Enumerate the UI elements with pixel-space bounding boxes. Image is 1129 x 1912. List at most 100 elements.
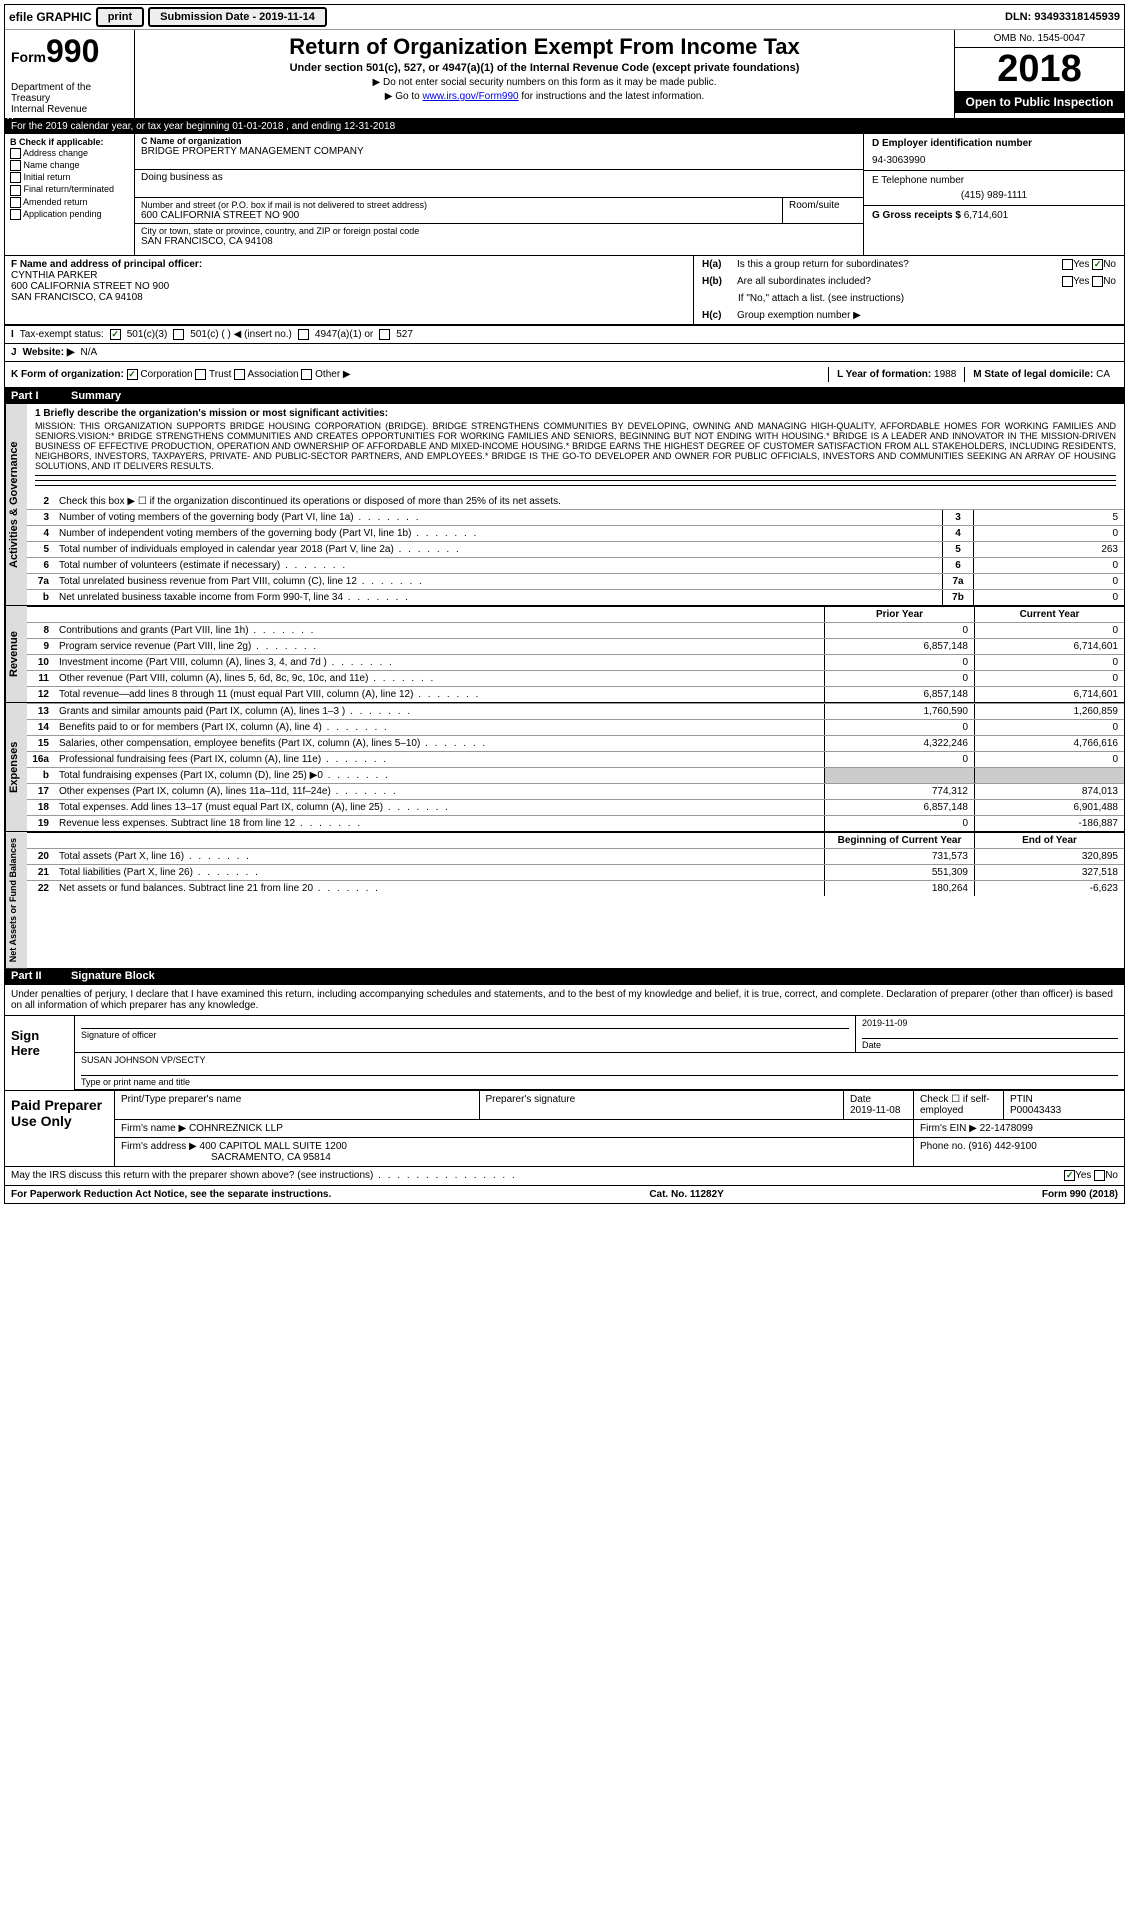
may-irs-row: May the IRS discuss this return with the… xyxy=(5,1166,1124,1184)
m-val: CA xyxy=(1096,369,1110,380)
firm-ein-label: Firm's EIN ▶ xyxy=(920,1123,977,1134)
firm-addr1: 400 CAPITOL MALL SUITE 1200 xyxy=(200,1141,347,1152)
line-5: 5Total number of individuals employed in… xyxy=(27,541,1124,557)
prep-date-label: Date xyxy=(850,1094,871,1105)
may-no-lab: No xyxy=(1105,1171,1118,1182)
form-ref: Form 990 (2018) xyxy=(1042,1189,1118,1200)
chk-501c[interactable] xyxy=(173,329,184,340)
form-subtitle: Under section 501(c), 527, or 4947(a)(1)… xyxy=(139,62,950,74)
chk-amended[interactable] xyxy=(10,197,21,208)
m-label: M State of legal domicile: xyxy=(973,369,1093,380)
ein-label: D Employer identification number xyxy=(872,138,1116,149)
chk-other[interactable] xyxy=(301,369,312,380)
efile-label: efile GRAPHIC xyxy=(9,10,92,24)
hb-no-lab: No xyxy=(1103,276,1116,287)
sign-here-label: Sign Here xyxy=(5,1016,75,1090)
row-j: J Website: ▶ N/A xyxy=(5,343,1124,362)
sig-date: 2019-11-09 xyxy=(862,1018,1118,1028)
hb-text: Are all subordinates included? xyxy=(737,276,1016,287)
ha-no[interactable] xyxy=(1092,259,1103,270)
footer-row: For Paperwork Reduction Act Notice, see … xyxy=(5,1185,1124,1203)
line-10: 10Investment income (Part VIII, column (… xyxy=(27,654,1124,670)
chk-initial[interactable] xyxy=(10,172,21,183)
expenses-section: Expenses 13Grants and similar amounts pa… xyxy=(5,702,1124,831)
chk-name[interactable] xyxy=(10,160,21,171)
l-val: 1988 xyxy=(934,369,956,380)
self-emp-label: Check ☐ if self-employed xyxy=(914,1091,1004,1119)
opt-4947: 4947(a)(1) or xyxy=(315,329,373,340)
print-button[interactable]: print xyxy=(96,7,144,27)
form-number: 990 xyxy=(46,33,99,69)
form-title-cell: Return of Organization Exempt From Incom… xyxy=(135,30,954,118)
instr-1: ▶ Do not enter social security numbers o… xyxy=(139,77,950,88)
vtab-rev: Revenue xyxy=(5,606,27,702)
firm-phone: (916) 442-9100 xyxy=(968,1141,1036,1152)
ptin-val: P00043433 xyxy=(1010,1105,1061,1116)
chk-4947[interactable] xyxy=(298,329,309,340)
website-val: N/A xyxy=(81,347,98,358)
box-f: F Name and address of principal officer:… xyxy=(5,256,694,324)
chk-address[interactable] xyxy=(10,148,21,159)
activities-governance: Activities & Governance 1 Briefly descri… xyxy=(5,404,1124,605)
officer-name-title: SUSAN JOHNSON VP/SECTY xyxy=(81,1055,1118,1065)
firm-phone-label: Phone no. xyxy=(920,1141,966,1152)
opt-corp: Corporation xyxy=(140,369,192,380)
row-klm: K Form of organization: Corporation Trus… xyxy=(5,362,1124,388)
hdr-current-year: Current Year xyxy=(974,607,1124,622)
ha-yes-lab: Yes xyxy=(1073,259,1089,270)
line-13: 13Grants and similar amounts paid (Part … xyxy=(27,703,1124,719)
line-20: 20Total assets (Part X, line 16)731,5733… xyxy=(27,848,1124,864)
opt-other: Other ▶ xyxy=(315,369,350,380)
line-22: 22Net assets or fund balances. Subtract … xyxy=(27,880,1124,896)
ein-val: 94-3063990 xyxy=(872,155,1116,166)
dba-label: Doing business as xyxy=(135,170,863,198)
may-no[interactable] xyxy=(1094,1170,1105,1181)
part1-num: Part I xyxy=(11,390,71,402)
form-header: Form990 Department of the Treasury Inter… xyxy=(5,30,1124,119)
submission-date-button[interactable]: Submission Date - 2019-11-14 xyxy=(148,7,327,27)
ha-yes[interactable] xyxy=(1062,259,1073,270)
k-label: K Form of organization: xyxy=(11,369,124,380)
chk-corp[interactable] xyxy=(127,369,138,380)
instr-2-pre: ▶ Go to xyxy=(385,91,423,102)
irs-label: Internal Revenue xyxy=(11,104,128,115)
addr-label: Number and street (or P.O. box if mail i… xyxy=(141,200,776,210)
part1-title: Summary xyxy=(71,390,121,402)
line-15: 15Salaries, other compensation, employee… xyxy=(27,735,1124,751)
chk-501c3[interactable] xyxy=(110,329,121,340)
opt-trust: Trust xyxy=(209,369,231,380)
irs-link[interactable]: www.irs.gov/Form990 xyxy=(422,91,518,102)
chk-final[interactable] xyxy=(10,185,21,196)
org-name: BRIDGE PROPERTY MANAGEMENT COMPANY xyxy=(141,146,857,157)
website-label: Website: ▶ xyxy=(23,347,75,358)
opt-501c3: 501(c)(3) xyxy=(127,329,168,340)
opt-527: 527 xyxy=(396,329,413,340)
hb-no[interactable] xyxy=(1092,276,1103,287)
part2-num: Part II xyxy=(11,970,71,982)
pra-notice: For Paperwork Reduction Act Notice, see … xyxy=(11,1189,331,1200)
omb-number: OMB No. 1545-0047 xyxy=(955,30,1124,48)
ha-label: H(a) xyxy=(702,259,737,270)
hdr-prior-year: Prior Year xyxy=(824,607,974,622)
vtab-ag: Activities & Governance xyxy=(5,404,27,605)
chk-trust[interactable] xyxy=(195,369,206,380)
row-bcde: B Check if applicable: Address change Na… xyxy=(5,134,1124,256)
officer-addr1: 600 CALIFORNIA STREET NO 900 xyxy=(11,281,687,292)
may-yes[interactable] xyxy=(1064,1170,1075,1181)
may-irs-text: May the IRS discuss this return with the… xyxy=(11,1170,517,1181)
box-h: H(a) Is this a group return for subordin… xyxy=(694,256,1124,324)
tax-status-label: Tax-exempt status: xyxy=(20,329,104,340)
row-fgh: F Name and address of principal officer:… xyxy=(5,256,1124,325)
firm-name-label: Firm's name ▶ xyxy=(121,1123,186,1134)
opt-final: Final return/terminated xyxy=(24,184,115,194)
net-assets-section: Net Assets or Fund Balances Beginning of… xyxy=(5,831,1124,968)
chk-pending[interactable] xyxy=(10,209,21,220)
ptin-label: PTIN xyxy=(1010,1094,1033,1105)
instr-2-post: for instructions and the latest informat… xyxy=(519,91,705,102)
hb-yes[interactable] xyxy=(1062,276,1073,287)
room-label: Room/suite xyxy=(783,198,863,223)
box-c: C Name of organization BRIDGE PROPERTY M… xyxy=(135,134,864,255)
line-12: 12Total revenue—add lines 8 through 11 (… xyxy=(27,686,1124,702)
chk-assoc[interactable] xyxy=(234,369,245,380)
chk-527[interactable] xyxy=(379,329,390,340)
